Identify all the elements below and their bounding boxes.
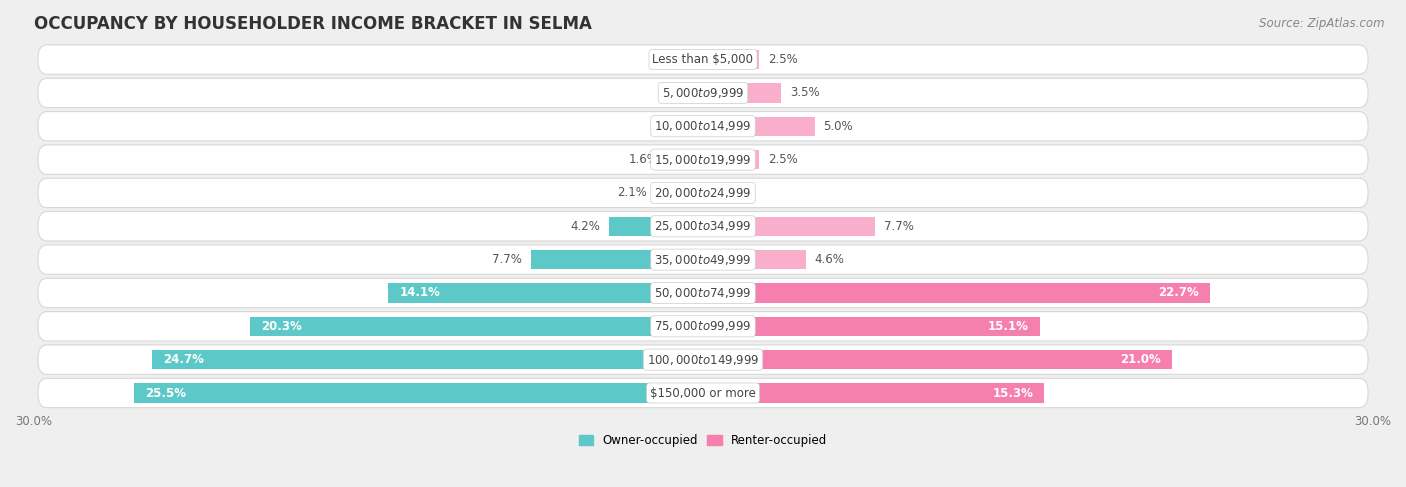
- Text: 0.0%: 0.0%: [665, 53, 695, 66]
- Text: Source: ZipAtlas.com: Source: ZipAtlas.com: [1260, 17, 1385, 30]
- Text: $50,000 to $74,999: $50,000 to $74,999: [654, 286, 752, 300]
- FancyBboxPatch shape: [38, 378, 1368, 408]
- Bar: [703, 83, 782, 103]
- Text: 2.5%: 2.5%: [768, 53, 797, 66]
- Bar: [250, 317, 703, 336]
- Text: 1.6%: 1.6%: [628, 153, 658, 166]
- Bar: [657, 183, 703, 203]
- Bar: [134, 383, 703, 403]
- FancyBboxPatch shape: [38, 245, 1368, 274]
- Text: $150,000 or more: $150,000 or more: [650, 387, 756, 399]
- Text: 20.3%: 20.3%: [262, 320, 302, 333]
- FancyBboxPatch shape: [38, 178, 1368, 207]
- FancyBboxPatch shape: [38, 278, 1368, 308]
- FancyBboxPatch shape: [38, 45, 1368, 74]
- Bar: [668, 150, 703, 169]
- Text: $100,000 to $149,999: $100,000 to $149,999: [647, 353, 759, 367]
- Text: 0.0%: 0.0%: [711, 187, 741, 200]
- Text: $5,000 to $9,999: $5,000 to $9,999: [662, 86, 744, 100]
- Bar: [703, 250, 806, 269]
- Legend: Owner-occupied, Renter-occupied: Owner-occupied, Renter-occupied: [574, 429, 832, 451]
- FancyBboxPatch shape: [38, 345, 1368, 375]
- Text: 4.6%: 4.6%: [814, 253, 845, 266]
- Bar: [703, 383, 1045, 403]
- Text: 2.1%: 2.1%: [617, 187, 647, 200]
- Text: 3.5%: 3.5%: [790, 86, 820, 99]
- Text: 2.5%: 2.5%: [768, 153, 797, 166]
- FancyBboxPatch shape: [38, 212, 1368, 241]
- Bar: [703, 350, 1171, 369]
- Text: 25.5%: 25.5%: [145, 387, 186, 399]
- Bar: [388, 283, 703, 302]
- Text: $35,000 to $49,999: $35,000 to $49,999: [654, 253, 752, 266]
- Text: 7.7%: 7.7%: [492, 253, 522, 266]
- FancyBboxPatch shape: [38, 112, 1368, 141]
- Text: $25,000 to $34,999: $25,000 to $34,999: [654, 219, 752, 233]
- Text: 22.7%: 22.7%: [1157, 286, 1198, 300]
- Text: 0.0%: 0.0%: [665, 86, 695, 99]
- Text: 14.1%: 14.1%: [399, 286, 440, 300]
- Bar: [703, 50, 759, 69]
- Bar: [703, 283, 1209, 302]
- Text: Less than $5,000: Less than $5,000: [652, 53, 754, 66]
- Text: 5.0%: 5.0%: [824, 120, 853, 133]
- Text: 0.0%: 0.0%: [665, 120, 695, 133]
- FancyBboxPatch shape: [38, 145, 1368, 174]
- Text: $20,000 to $24,999: $20,000 to $24,999: [654, 186, 752, 200]
- Bar: [531, 250, 703, 269]
- Bar: [703, 217, 875, 236]
- Bar: [703, 150, 759, 169]
- Text: 15.3%: 15.3%: [993, 387, 1033, 399]
- Bar: [703, 317, 1040, 336]
- FancyBboxPatch shape: [38, 78, 1368, 108]
- Text: 24.7%: 24.7%: [163, 353, 204, 366]
- Text: $10,000 to $14,999: $10,000 to $14,999: [654, 119, 752, 133]
- Text: 4.2%: 4.2%: [571, 220, 600, 233]
- Text: $75,000 to $99,999: $75,000 to $99,999: [654, 319, 752, 333]
- Bar: [152, 350, 703, 369]
- Text: 7.7%: 7.7%: [884, 220, 914, 233]
- FancyBboxPatch shape: [38, 312, 1368, 341]
- Text: $15,000 to $19,999: $15,000 to $19,999: [654, 152, 752, 167]
- Text: 21.0%: 21.0%: [1119, 353, 1160, 366]
- Text: 15.1%: 15.1%: [988, 320, 1029, 333]
- Bar: [703, 116, 814, 136]
- Text: OCCUPANCY BY HOUSEHOLDER INCOME BRACKET IN SELMA: OCCUPANCY BY HOUSEHOLDER INCOME BRACKET …: [34, 15, 592, 33]
- Bar: [609, 217, 703, 236]
